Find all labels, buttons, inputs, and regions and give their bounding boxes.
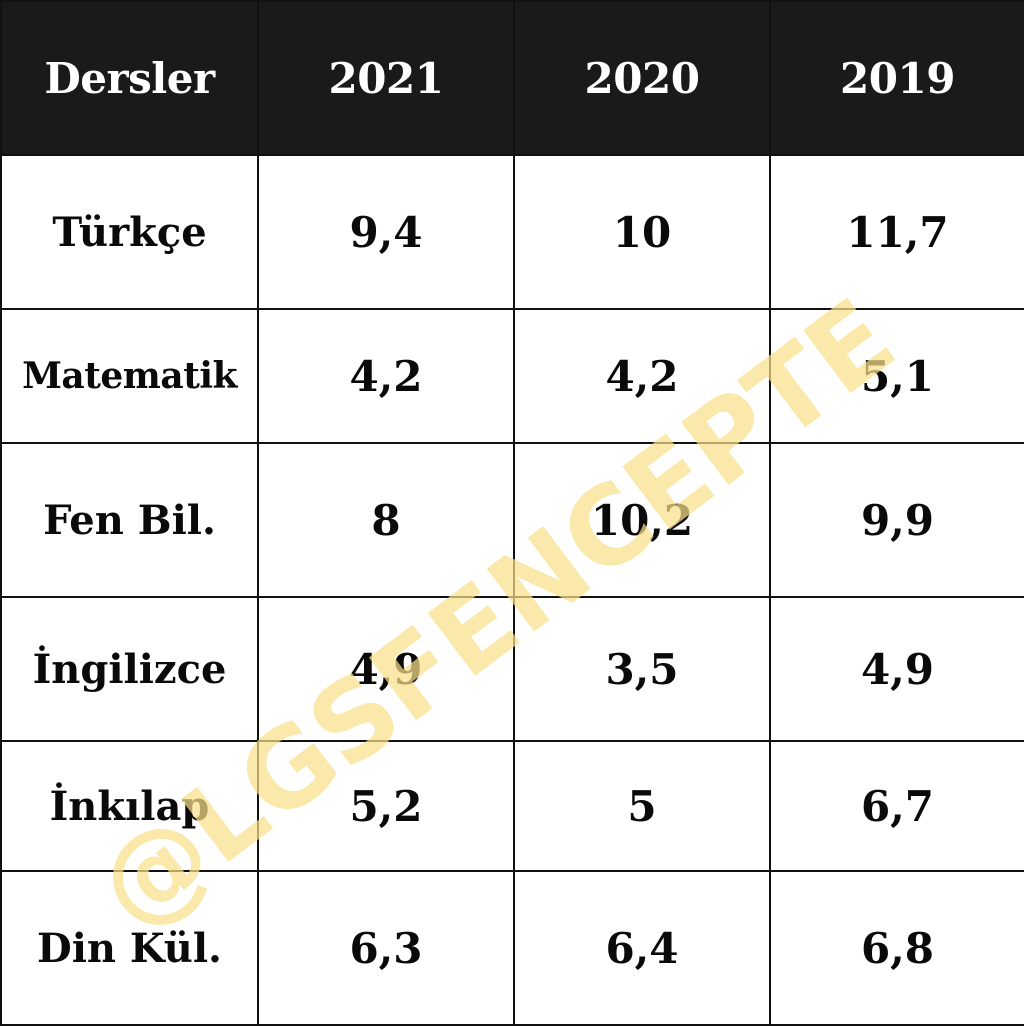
table-row: İngilizce 4,9 3,5 4,9 bbox=[0, 596, 1024, 742]
value-cell: 4,2 bbox=[257, 308, 515, 444]
subject-cell: İngilizce bbox=[0, 596, 259, 742]
subject-cell: Türkçe bbox=[0, 154, 259, 310]
subject-cell: Din Kül. bbox=[0, 870, 259, 1026]
value-cell: 10 bbox=[513, 154, 771, 310]
value-cell: 8 bbox=[257, 442, 515, 598]
table-row: Din Kül. 6,3 6,4 6,8 bbox=[0, 870, 1024, 1026]
subject-cell: Fen Bil. bbox=[0, 442, 259, 598]
header-cell-year: 2021 bbox=[257, 0, 515, 156]
value-cell: 4,9 bbox=[257, 596, 515, 742]
table-row: Fen Bil. 8 10,2 9,9 bbox=[0, 442, 1024, 598]
value-cell: 3,5 bbox=[513, 596, 771, 742]
header-row: Dersler 2021 2020 2019 bbox=[0, 0, 1024, 156]
value-cell: 4,2 bbox=[513, 308, 771, 444]
table-row: Türkçe 9,4 10 11,7 bbox=[0, 154, 1024, 310]
header-cell-year: 2019 bbox=[769, 0, 1024, 156]
table-row: İnkılap 5,2 5 6,7 bbox=[0, 740, 1024, 872]
header-cell-subject: Dersler bbox=[0, 0, 259, 156]
value-cell: 10,2 bbox=[513, 442, 771, 598]
value-cell: 6,7 bbox=[769, 740, 1024, 872]
value-cell: 6,3 bbox=[257, 870, 515, 1026]
value-cell: 9,4 bbox=[257, 154, 515, 310]
header-cell-year: 2020 bbox=[513, 0, 771, 156]
value-cell: 4,9 bbox=[769, 596, 1024, 742]
value-cell: 5,2 bbox=[257, 740, 515, 872]
subject-cell: Matematik bbox=[0, 308, 259, 444]
value-cell: 11,7 bbox=[769, 154, 1024, 310]
value-cell: 5 bbox=[513, 740, 771, 872]
value-cell: 5,1 bbox=[769, 308, 1024, 444]
value-cell: 6,4 bbox=[513, 870, 771, 1026]
value-cell: 9,9 bbox=[769, 442, 1024, 598]
subject-cell: İnkılap bbox=[0, 740, 259, 872]
table-row: Matematik 4,2 4,2 5,1 bbox=[0, 308, 1024, 444]
value-cell: 6,8 bbox=[769, 870, 1024, 1026]
